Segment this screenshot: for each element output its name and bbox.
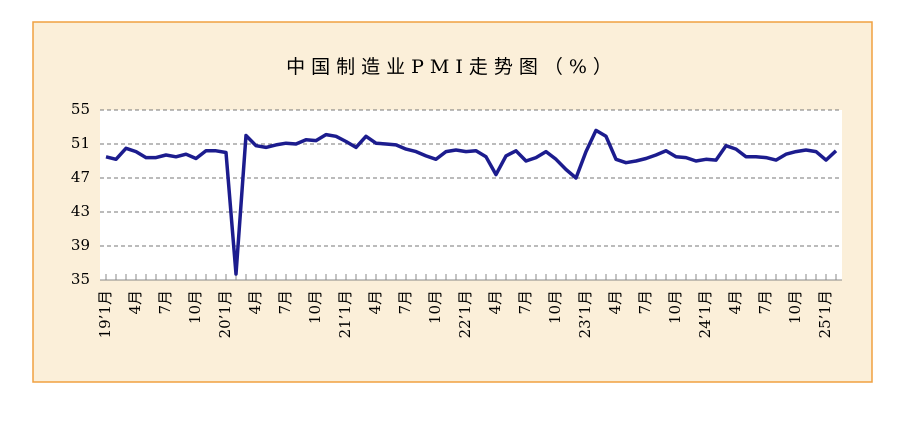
y-tick-label: 43 xyxy=(71,202,90,220)
x-tick-label: 10月 xyxy=(426,290,444,324)
x-tick-label: 4月 xyxy=(126,290,144,315)
x-tick-label: 7月 xyxy=(756,290,774,315)
x-tick-label: 20’1月 xyxy=(216,290,234,338)
x-tick-label: 10月 xyxy=(306,290,324,324)
x-tick-label: 7月 xyxy=(396,290,414,315)
x-tick-label: 7月 xyxy=(636,290,654,315)
x-tick-label: 10月 xyxy=(546,290,564,324)
x-tick-label: 24’1月 xyxy=(696,290,714,338)
y-tick-label: 47 xyxy=(71,168,90,186)
chart-title: 中国制造业PMI走势图（%） xyxy=(286,56,618,78)
y-tick-label: 35 xyxy=(71,270,90,288)
y-tick-label: 51 xyxy=(71,134,90,152)
x-tick-label: 25’1月 xyxy=(816,290,834,338)
x-tick-label: 10月 xyxy=(186,290,204,324)
x-tick-label: 4月 xyxy=(246,290,264,315)
x-tick-label: 7月 xyxy=(516,290,534,315)
x-tick-label: 22’1月 xyxy=(456,290,474,338)
x-tick-label: 19’1月 xyxy=(96,290,114,338)
x-tick-label: 4月 xyxy=(726,290,744,315)
x-tick-label: 7月 xyxy=(276,290,294,315)
plot-area xyxy=(100,110,842,280)
x-tick-label: 10月 xyxy=(666,290,684,324)
x-tick-label: 23’1月 xyxy=(576,290,594,338)
y-tick-label: 39 xyxy=(71,236,90,254)
x-tick-label: 10月 xyxy=(786,290,804,324)
pmi-line xyxy=(105,128,838,276)
x-tick-label: 4月 xyxy=(486,290,504,315)
x-tick-label: 7月 xyxy=(156,290,174,315)
y-tick-label: 55 xyxy=(71,100,90,118)
x-tick-label: 21’1月 xyxy=(336,290,354,338)
x-tick-label: 4月 xyxy=(366,290,384,315)
x-tick-label: 4月 xyxy=(606,290,624,315)
